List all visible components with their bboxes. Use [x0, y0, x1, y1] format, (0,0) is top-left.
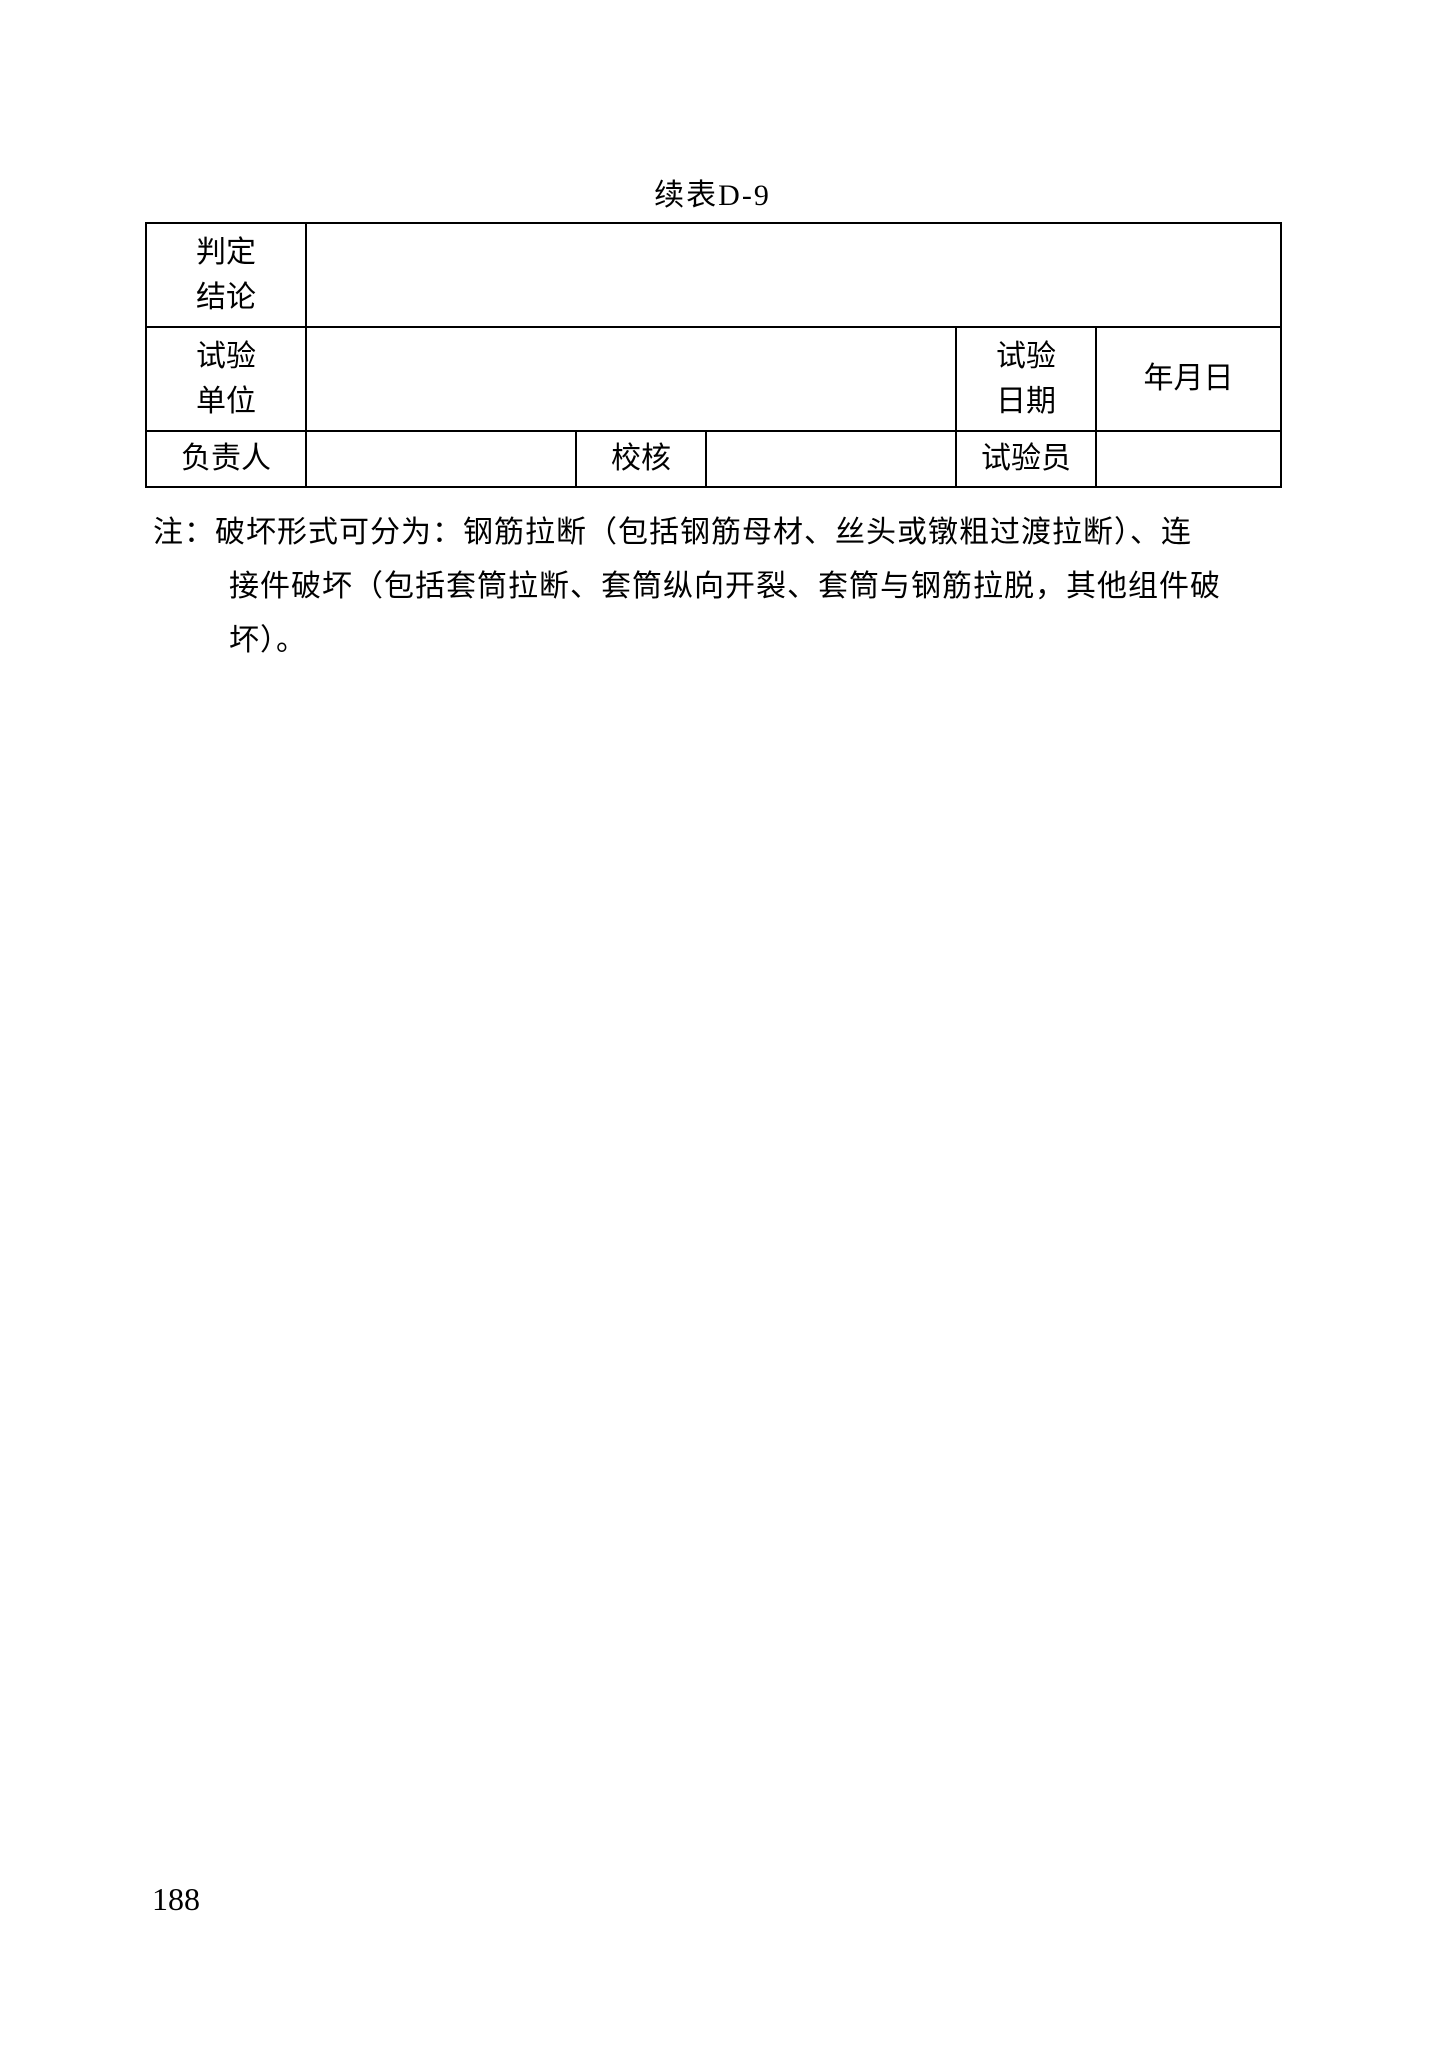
- cell-test-date-value: 年月日: [1096, 327, 1281, 431]
- note-text: 破坏形式可分为：钢筋拉断（包括钢筋母材、丝头或镦粗过渡拉断）、连: [215, 516, 1192, 549]
- note-text: 接件破坏（包括套筒拉断、套筒纵向开裂、套筒与钢筋拉脱，其他组件破: [153, 560, 1280, 614]
- cell-reviewer-label: 校核: [576, 431, 706, 487]
- cell-conclusion-value: [306, 223, 1281, 327]
- cell-text: 判定: [196, 236, 256, 269]
- cell-text: 日期: [996, 385, 1056, 418]
- cell-test-date-label: 试验 日期: [956, 327, 1096, 431]
- cell-text: 单位: [196, 385, 256, 418]
- page-content: 续表D-9 判定 结论 试验 单位 试验 日期: [145, 170, 1280, 668]
- cell-text: 结论: [196, 281, 256, 314]
- form-table: 判定 结论 试验 单位 试验 日期 年月日 负责人 校核 试验员: [145, 222, 1282, 488]
- table-row: 试验 单位 试验 日期 年月日: [146, 327, 1281, 431]
- table-row: 判定 结论: [146, 223, 1281, 327]
- cell-test-unit-value: [306, 327, 956, 431]
- page-number: 188: [152, 1881, 200, 1918]
- cell-responsible-value: [306, 431, 576, 487]
- cell-tester-value: [1096, 431, 1281, 487]
- table-row: 负责人 校核 试验员: [146, 431, 1281, 487]
- cell-conclusion-label: 判定 结论: [146, 223, 306, 327]
- footnote: 注：破坏形式可分为：钢筋拉断（包括钢筋母材、丝头或镦粗过渡拉断）、连 接件破坏（…: [145, 506, 1280, 668]
- note-prefix: 注：: [153, 516, 215, 549]
- cell-responsible-label: 负责人: [146, 431, 306, 487]
- note-text: 坏）。: [153, 614, 1280, 668]
- cell-text: 试验: [996, 340, 1056, 373]
- cell-reviewer-value: [706, 431, 956, 487]
- cell-text: 试验: [196, 340, 256, 373]
- cell-tester-label: 试验员: [956, 431, 1096, 487]
- table-caption: 续表D-9: [145, 170, 1280, 214]
- cell-test-unit-label: 试验 单位: [146, 327, 306, 431]
